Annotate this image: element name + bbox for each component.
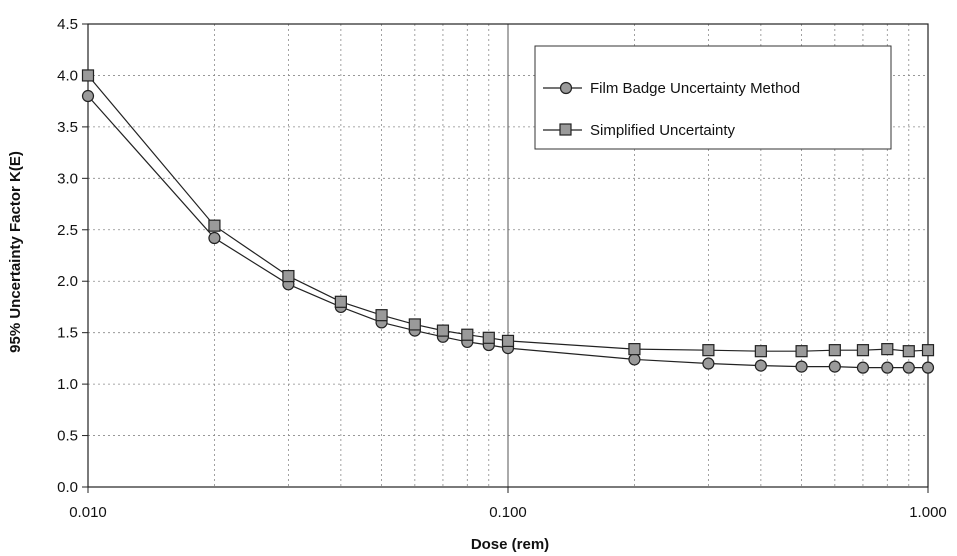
data-point-square <box>501 334 515 347</box>
y-tick-label: 3.0 <box>57 170 78 187</box>
data-point-square <box>482 331 495 344</box>
data-point-circle <box>856 361 870 374</box>
legend-label-film-badge: Film Badge Uncertainty Method <box>590 80 800 97</box>
y-tick-label: 4.5 <box>57 16 78 33</box>
legend-label-simplified: Simplified Uncertainty <box>590 122 736 139</box>
y-tick-label: 3.5 <box>57 119 78 136</box>
data-point-square <box>702 344 715 357</box>
y-tick-label: 0.0 <box>57 479 78 496</box>
data-point-square <box>375 309 388 322</box>
data-point-circle <box>754 359 767 372</box>
grid-lines <box>88 24 928 487</box>
data-point-circle <box>795 360 808 373</box>
data-point-square <box>208 219 221 232</box>
data-point-square <box>628 343 641 356</box>
data-point-square <box>436 324 450 337</box>
data-point-circle <box>702 357 715 370</box>
data-point-square <box>81 69 95 82</box>
data-point-square <box>461 328 474 341</box>
data-point-square <box>334 295 347 308</box>
data-point-circle <box>828 360 841 373</box>
data-point-square <box>754 345 767 358</box>
x-tick-label: 1.000 <box>909 504 947 521</box>
data-point-square <box>921 344 935 357</box>
data-point-square <box>282 269 295 283</box>
y-tick-label: 0.5 <box>57 428 78 445</box>
data-point-square <box>856 344 870 357</box>
y-tick-label: 1.0 <box>57 376 78 393</box>
data-point-circle <box>921 361 935 374</box>
legend-marker-film-badge <box>559 81 573 95</box>
x-tick-label: 0.010 <box>69 504 107 521</box>
data-point-circle <box>208 231 221 245</box>
y-tick-label: 2.0 <box>57 273 78 290</box>
legend-marker-simplified <box>559 123 572 136</box>
data-point-square <box>881 343 894 356</box>
data-series <box>81 69 935 374</box>
data-point-square <box>795 345 808 358</box>
y-tick-label: 2.5 <box>57 222 78 239</box>
data-point-circle <box>81 89 95 103</box>
y-tick-label: 1.5 <box>57 325 78 342</box>
data-point-circle <box>902 361 915 374</box>
legend-box <box>534 45 892 150</box>
data-point-circle <box>881 361 894 374</box>
data-point-square <box>902 345 915 358</box>
x-tick-label: 0.100 <box>489 504 527 521</box>
axes <box>82 23 929 493</box>
legend: Film Badge Uncertainty Method Simplified… <box>534 45 892 150</box>
x-axis-title: Dose (rem) <box>471 536 549 553</box>
tick-labels: 0.0 0.5 1.0 1.5 2.0 2.5 3.0 3.5 4.0 4.5 0.010 0.100… <box>57 16 947 521</box>
y-axis-title: 95% Uncertainty Factor K(E) <box>7 151 24 353</box>
data-point-square <box>828 344 841 357</box>
y-tick-label: 4.0 <box>57 67 78 84</box>
data-point-circle <box>628 353 641 366</box>
data-point-square <box>408 318 421 331</box>
